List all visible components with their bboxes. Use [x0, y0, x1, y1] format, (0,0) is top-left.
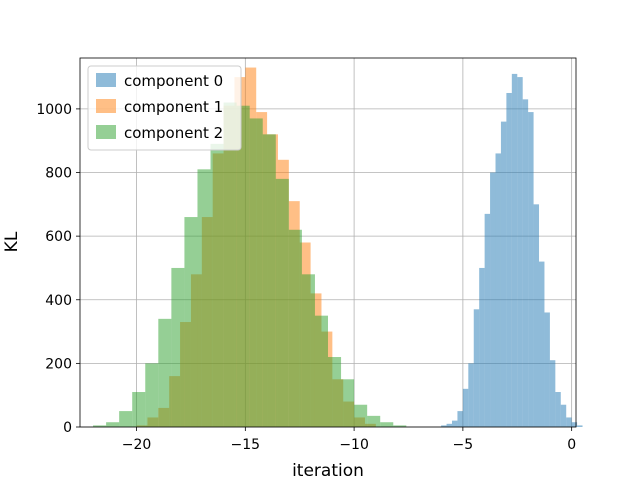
histogram-bar — [468, 363, 474, 427]
histogram-bar — [500, 121, 507, 427]
histogram-bar — [522, 99, 529, 427]
histogram-bar — [452, 420, 458, 427]
histogram-bar — [262, 134, 276, 427]
y-tick-label: 1000 — [36, 102, 72, 118]
histogram-bar — [249, 118, 263, 428]
legend-swatch-component-1 — [96, 99, 116, 113]
legend: component 0 component 1 component 2 — [87, 65, 242, 151]
histogram-bar — [555, 392, 561, 427]
series-component-0 — [441, 73, 583, 428]
histogram-bar — [145, 363, 159, 427]
histogram-bar — [314, 315, 328, 427]
histogram-bar — [533, 204, 540, 427]
legend-box — [87, 65, 242, 151]
histogram-bar — [275, 178, 289, 427]
histogram-bar — [511, 73, 518, 427]
histogram-bar — [354, 404, 368, 427]
y-tick-label: 0 — [63, 420, 72, 436]
histogram-bar — [132, 392, 146, 427]
histogram-bar — [446, 423, 452, 427]
series-component-2 — [93, 102, 407, 428]
histogram-bar — [93, 425, 107, 427]
legend-label-component-1: component 1 — [124, 98, 223, 116]
histogram-bar — [380, 422, 394, 427]
x-axis-ticks: −20 −15 −10 −5 0 — [122, 427, 576, 453]
histogram-bars — [93, 67, 583, 428]
histogram-bar — [328, 357, 342, 427]
histogram-bar — [566, 417, 572, 427]
y-tick-label: 400 — [45, 293, 72, 309]
x-axis-label: iteration — [292, 461, 364, 480]
histogram-bar — [571, 422, 578, 427]
x-tick-label: −10 — [339, 437, 369, 453]
histogram-bar — [197, 169, 211, 427]
histogram-bar — [479, 267, 485, 427]
histogram-bar — [462, 388, 469, 427]
histogram-bar — [223, 102, 237, 427]
histogram-bar — [441, 425, 447, 427]
histogram-bar — [301, 274, 315, 427]
x-tick-label: −15 — [231, 437, 261, 453]
y-axis-ticks: 0 200 400 600 800 1000 — [36, 102, 80, 436]
legend-label-component-0: component 0 — [124, 72, 223, 90]
histogram-bar — [119, 411, 133, 427]
histogram-bar — [210, 143, 224, 427]
axes-frame — [79, 57, 577, 428]
legend-label-component-2: component 2 — [124, 124, 223, 142]
histogram-bar — [484, 213, 491, 427]
y-tick-label: 200 — [45, 356, 72, 372]
histogram-bar — [577, 425, 583, 427]
legend-swatch-component-2 — [96, 125, 116, 139]
y-axis-label: KL — [2, 231, 22, 252]
histogram-bar — [171, 267, 185, 427]
histogram-bar — [367, 415, 381, 427]
y-tick-label: 800 — [45, 166, 72, 182]
histogram-bar — [473, 309, 480, 427]
x-tick-label: 0 — [567, 437, 576, 453]
histogram-bar — [490, 172, 496, 427]
histogram-bar — [517, 77, 523, 427]
histogram-bar — [393, 425, 407, 427]
histogram-bar — [184, 217, 198, 427]
histogram-bar — [288, 229, 302, 427]
histogram-bar — [457, 411, 463, 427]
histogram-bar — [506, 92, 512, 427]
x-tick-label: −5 — [453, 437, 474, 453]
histogram-bar — [341, 379, 355, 427]
histogram-bar — [560, 404, 567, 427]
histogram-bar — [158, 318, 172, 427]
histogram-bar — [495, 153, 501, 427]
histogram-bar — [544, 312, 550, 427]
y-tick-label: 600 — [45, 229, 72, 245]
histogram-bar — [549, 360, 556, 427]
legend-swatch-component-0 — [96, 73, 116, 87]
histogram-bar — [539, 261, 545, 427]
histogram-bar — [106, 422, 120, 427]
histogram-bar — [528, 112, 534, 428]
x-tick-label: −20 — [122, 437, 152, 453]
histogram-bar — [236, 105, 250, 427]
